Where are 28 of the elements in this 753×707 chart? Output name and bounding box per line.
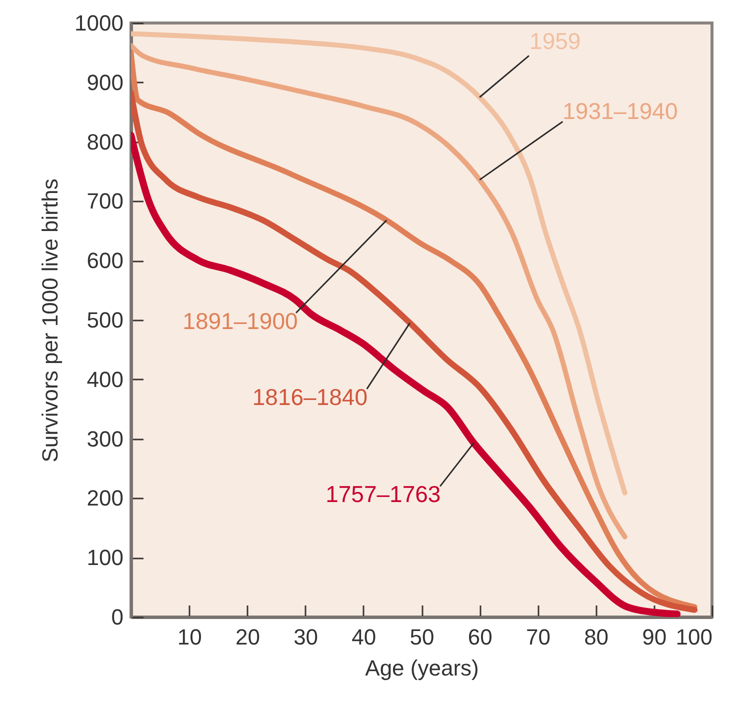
y-tick-label: 0 (111, 604, 124, 630)
x-tick-label: 90 (642, 624, 667, 650)
y-tick-label: 800 (86, 129, 124, 154)
x-tick-label: 70 (526, 624, 550, 650)
text: 1959 (530, 28, 581, 54)
x-axis-title: Age (years) (365, 656, 479, 680)
text: 1816–1840 (252, 384, 368, 410)
y-tick-label: 200 (86, 486, 124, 511)
y-tick-label: 600 (86, 248, 124, 274)
x-tick-label: 100 (676, 624, 712, 650)
text: 1757–1763 (326, 481, 441, 508)
y-axis-title: Survivors per 1000 live births (38, 178, 63, 462)
y-tick-label: 100 (86, 545, 124, 570)
y-tick-label: 500 (86, 308, 124, 332)
x-tick-label: 20 (235, 624, 260, 650)
y-tick-label: 400 (86, 366, 124, 392)
y-tick-label: 700 (86, 188, 124, 214)
text: 1891–1900 (182, 308, 298, 334)
x-tick-label: 30 (294, 624, 318, 650)
y-tick-label: 1000 (74, 10, 124, 36)
x-tick-label: 60 (468, 624, 492, 650)
x-tick-label: 10 (177, 624, 202, 650)
x-tick-label: 40 (352, 624, 376, 650)
x-tick-label: 80 (584, 624, 609, 650)
y-tick-label: 300 (86, 426, 124, 452)
x-tick-label: 50 (410, 624, 434, 650)
y-tick-label: 900 (86, 70, 124, 95)
text: 1931–1940 (562, 98, 678, 124)
